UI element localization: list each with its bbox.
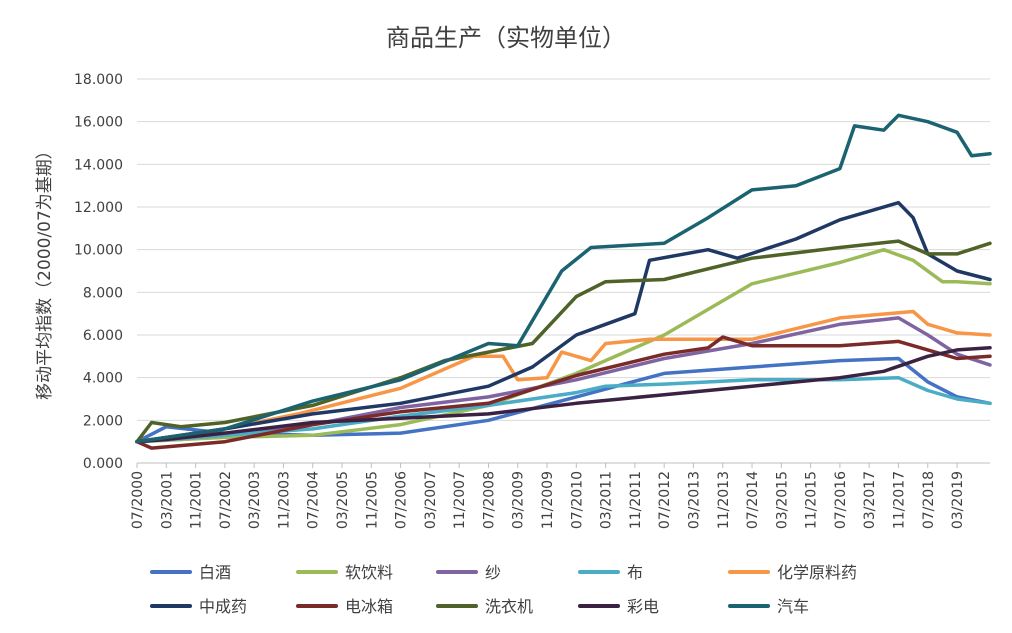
- chart-title: 商品生产（实物单位）: [386, 24, 626, 52]
- legend-label: 彩电: [627, 597, 659, 616]
- x-tick-label: 03/2005: [335, 471, 351, 529]
- y-tick-label: 12.000: [74, 200, 123, 216]
- x-tick-label: 03/2011: [599, 471, 615, 529]
- x-tick-label: 03/2013: [686, 471, 702, 529]
- x-tick-label: 11/2009: [540, 471, 556, 529]
- x-tick-label: 07/2008: [481, 471, 497, 529]
- x-tick-label: 07/2012: [657, 471, 673, 529]
- legend-label: 化学原料药: [777, 563, 857, 582]
- series-line-4: [135, 309, 992, 444]
- legend-label: 白酒: [199, 563, 231, 582]
- series-line-9: [135, 113, 992, 444]
- x-tick-label: 11/2017: [891, 471, 907, 529]
- x-tick-label: 11/2011: [628, 471, 644, 529]
- series-line-3: [135, 375, 992, 444]
- y-tick-label: 10.000: [74, 243, 123, 259]
- x-tick-label: 11/2003: [276, 471, 292, 529]
- series-line-7: [135, 239, 992, 444]
- x-tick-label: 07/2010: [569, 471, 585, 529]
- legend-label: 纱: [485, 563, 501, 582]
- x-tick-label: 11/2001: [189, 471, 205, 529]
- x-tick-label: 03/2003: [247, 471, 263, 529]
- y-axis-label: 移动平均指数（2000/07为基期）: [35, 142, 55, 400]
- legend-label: 布: [627, 563, 643, 582]
- legend-label: 汽车: [777, 597, 809, 616]
- series-line-1: [135, 247, 992, 444]
- x-tick-label: 03/2001: [159, 471, 175, 529]
- y-tick-label: 0.000: [83, 456, 123, 472]
- series-line-6: [135, 335, 992, 450]
- y-tick-label: 16.000: [74, 115, 123, 131]
- x-tick-label: 07/2000: [130, 471, 146, 529]
- legend-label: 中成药: [199, 597, 247, 616]
- y-tick-label: 4.000: [83, 371, 123, 387]
- legend-label: 洗衣机: [485, 597, 533, 616]
- x-tick-label: 07/2002: [218, 471, 234, 529]
- x-tick-label: 07/2018: [921, 471, 937, 529]
- y-tick-label: 6.000: [83, 328, 123, 344]
- x-tick-label: 07/2004: [306, 471, 322, 529]
- y-tick-label: 2.000: [83, 413, 123, 429]
- series-line-5: [135, 200, 992, 444]
- x-tick-label: 07/2016: [833, 471, 849, 529]
- legend-label: 电冰箱: [345, 597, 393, 616]
- x-tick-label: 11/2013: [716, 471, 732, 529]
- x-axis: 07/2000 03/2001 11/2001 07/2002 03/2003 11/20…: [130, 462, 990, 529]
- x-tick-label: 03/2009: [511, 471, 527, 529]
- x-tick-label: 03/2017: [862, 471, 878, 529]
- x-tick-label: 03/2019: [950, 471, 966, 529]
- x-tick-label: 11/2015: [804, 471, 820, 529]
- x-tick-label: 03/2015: [774, 471, 790, 529]
- x-tick-label: 11/2005: [364, 471, 380, 529]
- x-tick-label: 07/2006: [394, 471, 410, 529]
- series-line-8: [135, 346, 992, 444]
- y-tick-label: 14.000: [74, 157, 123, 173]
- series-lines: [135, 113, 992, 450]
- y-tick-label: 8.000: [83, 285, 123, 301]
- legend-label: 软饮料: [345, 563, 393, 582]
- x-tick-label: 07/2014: [745, 471, 761, 529]
- x-tick-label: 11/2007: [452, 471, 468, 529]
- y-tick-label: 18.000: [74, 72, 123, 88]
- y-axis-ticks: 0.000 2.000 4.000 6.000 8.000 10.000 12.000 14.…: [74, 72, 123, 472]
- x-tick-label: 03/2007: [423, 471, 439, 529]
